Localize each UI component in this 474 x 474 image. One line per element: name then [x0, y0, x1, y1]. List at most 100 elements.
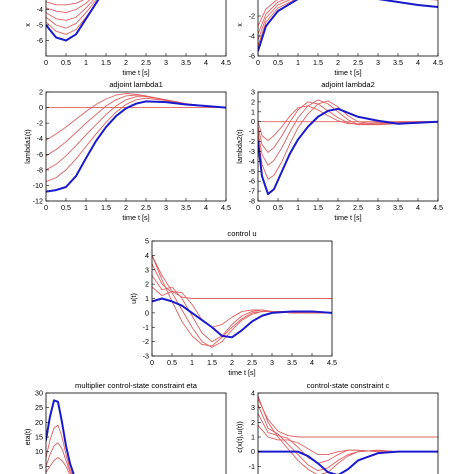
plot-frame: [257, 392, 439, 474]
iterate-series-line: [46, 97, 226, 182]
plot-frame: [45, 0, 227, 57]
x-tick-label: 1.5: [207, 358, 217, 367]
x-tick-label: 0.5: [273, 203, 283, 212]
iterate-series-line: [258, 398, 438, 438]
y-tick-label: -5: [37, 21, 43, 30]
iterate-series-line: [46, 0, 91, 14]
y-tick-label: -4: [249, 32, 255, 41]
y-tick-label: -2: [249, 12, 255, 21]
x-tick-label: 1: [84, 58, 88, 67]
y-tick-label: -2: [143, 337, 149, 346]
optimal-series-line: [46, 399, 75, 474]
y-tick-label: 20: [35, 418, 43, 427]
y-tick-label: -2: [37, 119, 43, 128]
chart-title: multiplier control-state constraint eta: [75, 381, 198, 390]
y-tick-label: 0: [251, 117, 255, 126]
x-tick-label: 1: [84, 203, 88, 212]
x-tick-label: 1: [296, 203, 300, 212]
y-tick-label: -6: [37, 150, 43, 159]
y-tick-label: 3: [251, 403, 255, 412]
y-tick-label: -6: [249, 177, 255, 186]
x-axis-label: time t [s]: [334, 213, 361, 222]
plot-frame: [45, 392, 227, 474]
y-tick-label: 1: [251, 107, 255, 116]
x-tick-label: 0: [256, 203, 260, 212]
y-tick-label: -2: [249, 137, 255, 146]
x-tick-label: 2.5: [247, 358, 257, 367]
y-tick-label: 4: [145, 251, 149, 260]
x-tick-label: 3: [270, 358, 274, 367]
iterate-series-line: [258, 0, 286, 35]
x-tick-label: 4: [204, 58, 208, 67]
iterate-series-line: [46, 0, 85, 6]
panel-state_x1: 0 0.5 1 1.5 2 2.5 3 3.5 4 4.5 -6 -5 -4 time t [s] x: [23, 0, 231, 77]
x-tick-label: 4.5: [433, 203, 443, 212]
y-tick-label: -6: [249, 52, 255, 61]
y-tick-label: -1: [249, 462, 255, 471]
iterate-series-line: [46, 93, 226, 141]
iterate-series-line: [258, 0, 278, 27]
y-tick-label: 5: [39, 462, 43, 471]
y-tick-label: -6: [37, 36, 43, 45]
y-tick-label: -1: [249, 127, 255, 136]
y-axis-label: x: [235, 23, 244, 27]
x-axis-label: time t [s]: [122, 213, 149, 222]
iterate-series-line: [46, 0, 94, 21]
x-tick-label: 0: [44, 58, 48, 67]
iterate-series-line: [152, 254, 332, 299]
x-axis-label: time t [s]: [122, 68, 149, 77]
panel-adjoint_lambda1: adjoint lambda1 0 0.5 1 1.5 2 2.5 3 3.5 4 4.5 -12 -1…: [23, 80, 231, 222]
y-tick-label: 2: [145, 280, 149, 289]
x-tick-label: 2.5: [141, 203, 151, 212]
iterate-series-line: [258, 424, 438, 456]
iterate-series-line: [258, 0, 438, 47]
optimal-series-line: [46, 100, 226, 193]
x-tick-label: 2: [336, 58, 340, 67]
x-axis-label: time t [s]: [334, 68, 361, 77]
x-tick-label: 4: [416, 203, 420, 212]
y-tick-label: 15: [35, 433, 43, 442]
y-axis-label: lambda1(t): [23, 129, 32, 163]
x-tick-label: 2.5: [353, 58, 363, 67]
y-tick-label: -7: [249, 187, 255, 196]
y-tick-label: -10: [33, 181, 43, 190]
y-tick-label: -8: [37, 165, 43, 174]
y-tick-label: -4: [249, 157, 255, 166]
x-tick-label: 4: [416, 58, 420, 67]
y-tick-label: 1: [145, 294, 149, 303]
y-tick-label: 3: [251, 88, 255, 97]
y-tick-label: 2: [251, 97, 255, 106]
iterate-series-line: [258, 395, 438, 474]
iterate-series-line: [258, 0, 291, 41]
optimal-series-line: [46, 0, 100, 42]
x-tick-label: 2: [230, 358, 234, 367]
iterate-series-line: [152, 254, 332, 347]
x-tick-label: 2: [336, 203, 340, 212]
x-tick-label: 0.5: [273, 58, 283, 67]
panel-multiplier_eta: multiplier control-state constraint eta 5…: [23, 381, 227, 474]
x-tick-label: 1.5: [101, 58, 111, 67]
y-tick-label: 1: [251, 433, 255, 442]
x-tick-label: 0.5: [167, 358, 177, 367]
y-axis-label: c(x(t),u(t)): [235, 421, 244, 453]
x-tick-label: 3: [164, 58, 168, 67]
x-tick-label: 4: [204, 203, 208, 212]
plot-frame: [257, 91, 439, 202]
y-tick-label: -4: [37, 5, 43, 14]
x-tick-label: 0.5: [61, 58, 71, 67]
x-axis-label: time t [s]: [228, 368, 255, 377]
x-tick-label: 0.5: [61, 203, 71, 212]
y-axis-label: eta(t): [23, 429, 32, 446]
y-tick-label: 30: [35, 389, 43, 398]
y-tick-label: -1: [143, 323, 149, 332]
iterate-series-line: [152, 286, 332, 328]
x-tick-label: 4: [310, 358, 314, 367]
x-tick-label: 1: [190, 358, 194, 367]
x-tick-label: 4.5: [433, 58, 443, 67]
iterate-series-line: [46, 442, 72, 474]
x-tick-label: 3: [376, 203, 380, 212]
y-tick-label: 0: [251, 0, 255, 1]
y-tick-label: -5: [249, 167, 255, 176]
x-tick-label: 2.5: [141, 58, 151, 67]
